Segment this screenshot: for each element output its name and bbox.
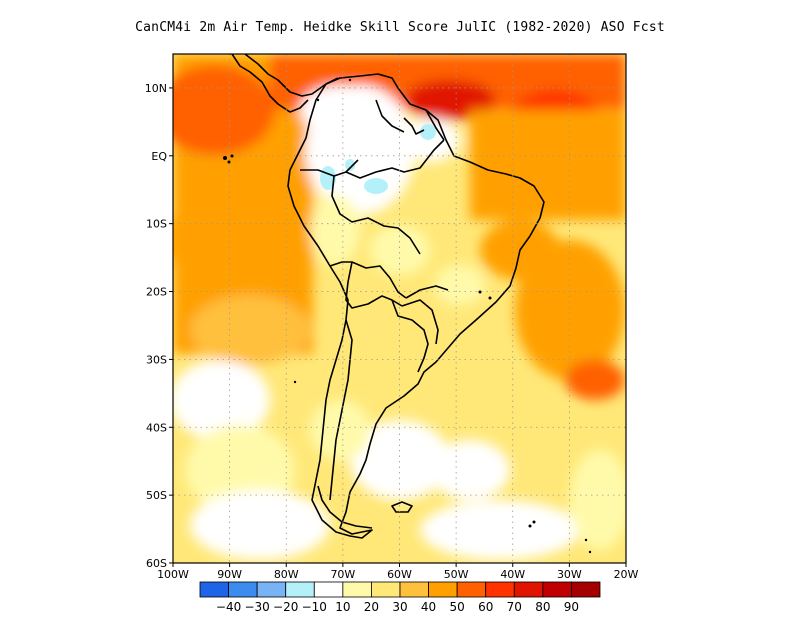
colorbar-swatch: [256, 581, 287, 598]
islands: [223, 78, 592, 554]
lon-tick-label: 20W: [614, 568, 639, 581]
colorbar-label: 30: [392, 600, 407, 614]
colorbar: −40 −30 −20 −10 10 20 30 40 50 60 70 80 90: [199, 581, 601, 614]
latitude-axis: 10N EQ 10S 20S 30S 40S 50S 60S: [145, 82, 173, 570]
lon-tick-label: 100W: [157, 568, 189, 581]
negative-patch: [345, 159, 355, 171]
colorbar-label: 80: [535, 600, 550, 614]
lon-tick-label: 60W: [387, 568, 412, 581]
colorbar-label: −40: [216, 600, 241, 614]
colorbar-label: 20: [364, 600, 379, 614]
colorbar-label: 70: [507, 600, 522, 614]
colorbar-swatch: [428, 581, 458, 598]
negative-patch: [364, 178, 388, 194]
lat-tick-label: 50S: [146, 489, 167, 502]
lon-tick-label: 30W: [557, 568, 582, 581]
chart-title: CanCM4i 2m Air Temp. Heidke Skill Score …: [135, 20, 665, 35]
colorbar-swatch: [285, 581, 315, 598]
negative-patch: [420, 124, 436, 140]
lat-tick-label: 30S: [146, 353, 167, 366]
colorbar-label: −30: [244, 600, 269, 614]
colorbar-label: 10: [335, 600, 350, 614]
longitude-axis: 100W 90W 80W 70W 60W 50W 40W 30W 20W: [157, 563, 639, 581]
colorbar-swatch: [513, 581, 544, 598]
colorbar-swatch: [399, 581, 429, 598]
colorbar-swatch: [456, 581, 487, 598]
colorbar-label: −10: [302, 600, 327, 614]
colorbar-swatch: [371, 581, 401, 598]
lat-tick-label: 20S: [146, 286, 167, 299]
map-grid: [173, 54, 626, 563]
colorbar-swatch: [342, 581, 372, 598]
colorbar-label: −20: [273, 600, 298, 614]
coastlines: [231, 54, 545, 539]
score-field: [173, 54, 626, 563]
colorbar-swatch: [313, 581, 344, 598]
colorbar-label: 90: [564, 600, 579, 614]
lon-tick-label: 80W: [274, 568, 299, 581]
colorbar-label: 60: [478, 600, 493, 614]
lat-tick-label: 10N: [145, 82, 167, 95]
lon-tick-label: 90W: [217, 568, 242, 581]
colorbar-swatch: [542, 581, 572, 598]
lat-tick-label: 10S: [146, 218, 167, 231]
lat-tick-label: 40S: [146, 421, 167, 434]
lon-tick-label: 40W: [500, 568, 525, 581]
lon-tick-label: 50W: [444, 568, 469, 581]
lat-tick-label: 60S: [146, 557, 167, 570]
colorbar-label: 50: [450, 600, 465, 614]
colorbar-label: 40: [421, 600, 436, 614]
colorbar-swatch: [571, 581, 601, 598]
colorbar-swatch: [199, 581, 229, 598]
lon-tick-label: 70W: [330, 568, 355, 581]
colorbar-swatch: [485, 581, 515, 598]
colorbar-swatch: [228, 581, 258, 598]
lat-tick-label: EQ: [151, 150, 167, 163]
